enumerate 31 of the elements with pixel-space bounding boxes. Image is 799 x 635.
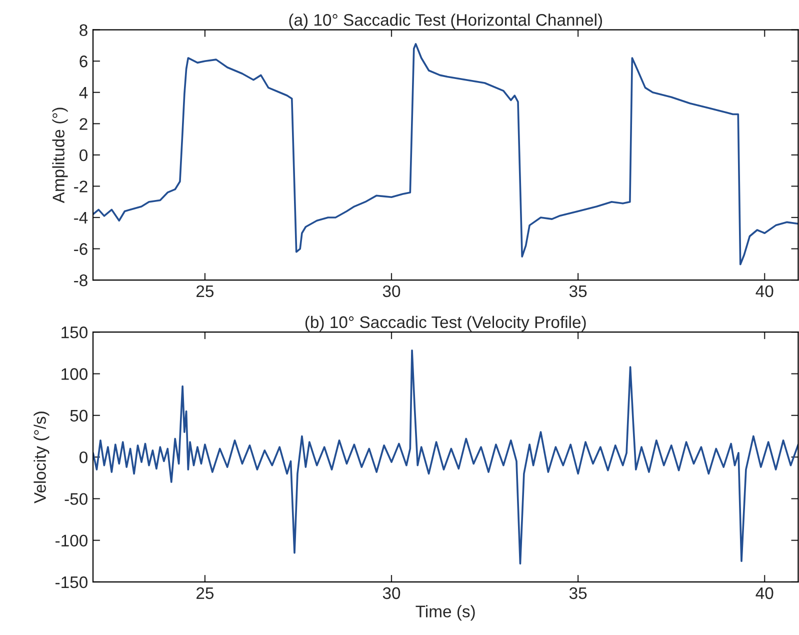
y-tick-label: 8 xyxy=(80,24,88,36)
x-tick-label: 35 xyxy=(569,285,587,298)
y-tick-label: 4 xyxy=(79,86,88,98)
y-tick-label: -4 xyxy=(74,212,88,224)
y-axis-title: Velocity (°/s) xyxy=(34,412,50,504)
line-series xyxy=(93,43,798,266)
y-tick-label: 0 xyxy=(80,149,88,162)
line-series xyxy=(93,350,798,565)
x-tick-label: 30 xyxy=(382,285,400,298)
x-tick-label: 25 xyxy=(196,587,214,600)
y-tick-label: 150 xyxy=(62,326,88,338)
chart-title: (b) 10° Saccadic Test (Velocity Profile) xyxy=(305,316,586,332)
y-tick-label: -100 xyxy=(56,534,88,547)
y-tick-label: -150 xyxy=(56,576,88,588)
y-tick-label: -8 xyxy=(74,274,88,286)
y-tick-label: -6 xyxy=(74,243,88,255)
x-tick-label: 40 xyxy=(756,587,774,600)
chart-title: (a) 10° Saccadic Test (Horizontal Channel) xyxy=(289,14,602,30)
x-tick-label: 35 xyxy=(569,587,587,600)
y-axis-title: Amplitude (°) xyxy=(52,108,68,204)
x-axis-title: Time (s) xyxy=(416,605,475,621)
y-tick-label: -2 xyxy=(74,180,88,192)
x-tick-label: 25 xyxy=(196,285,214,298)
y-tick-label: 2 xyxy=(80,118,88,130)
x-tick-label: 30 xyxy=(382,587,400,600)
y-tick-label: 100 xyxy=(62,368,88,380)
y-tick-label: -50 xyxy=(64,493,88,505)
y-tick-label: 50 xyxy=(70,410,88,422)
y-tick-label: 6 xyxy=(80,56,88,68)
y-tick-label: 0 xyxy=(80,451,88,464)
x-tick-label: 40 xyxy=(756,285,774,298)
